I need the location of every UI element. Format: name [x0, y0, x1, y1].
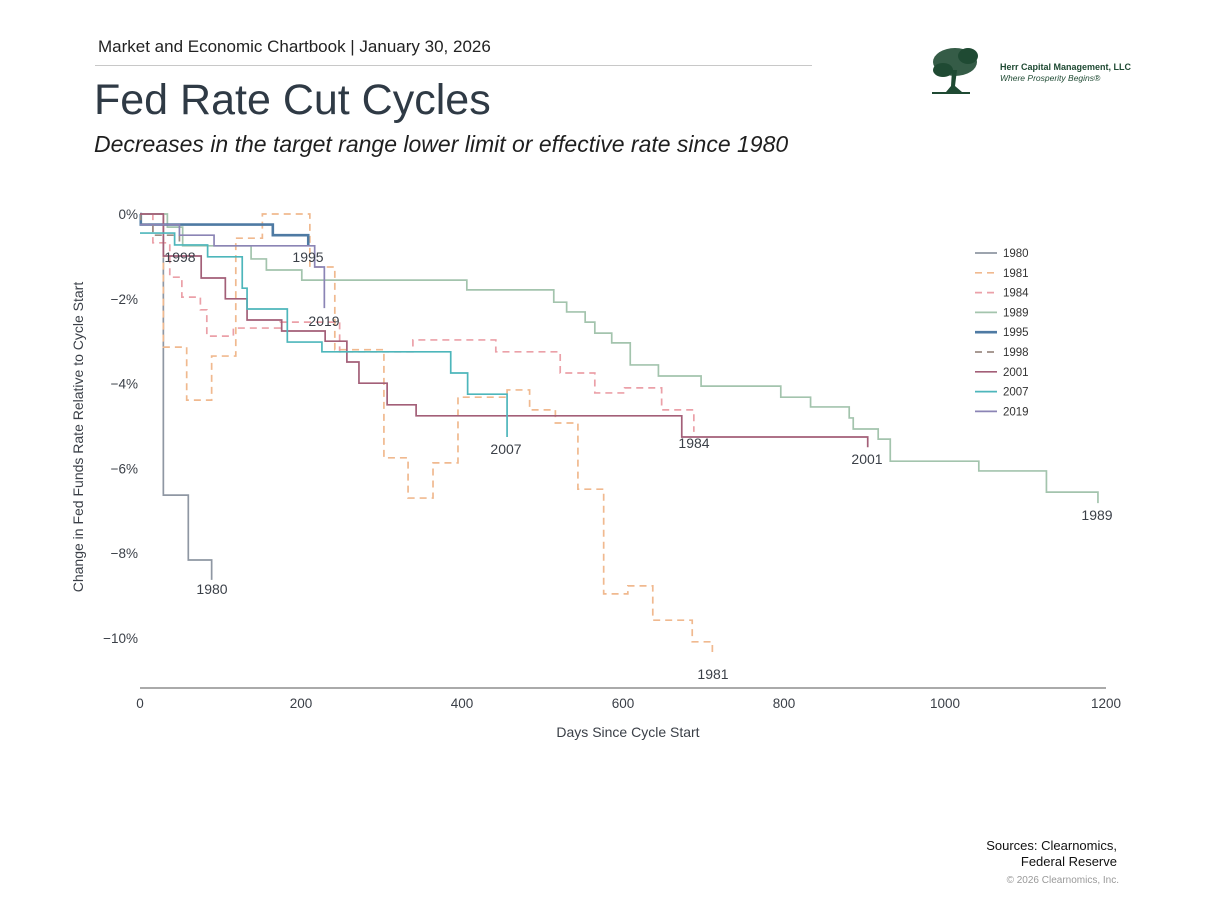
- series-line-2019: [140, 223, 326, 309]
- legend-label: 1984: [1003, 288, 1029, 300]
- legend-item-1989: 1989: [975, 307, 1029, 319]
- chartbook-header: Market and Economic Chartbook | January …: [98, 37, 491, 56]
- series-end-labels: 1980 1981 1984 1989 1995 1998 2001 2007 2019: [164, 249, 1112, 682]
- x-tick-label: 0: [136, 696, 144, 711]
- series-line-1995: [139, 212, 310, 246]
- x-tick-label: 200: [290, 696, 313, 711]
- legend: 1980 1981 1984 1989 1995 1998 2001 2007 2019: [975, 248, 1029, 418]
- header-divider: [95, 65, 812, 66]
- y-axis-label: Change in Fed Funds Rate Relative to Cyc…: [70, 282, 86, 593]
- y-tick-label: −8%: [111, 546, 138, 561]
- y-tick-label: −6%: [111, 461, 138, 476]
- x-ticks: 0 200 400 600 800 1000 1200: [136, 696, 1121, 711]
- x-tick-label: 800: [773, 696, 796, 711]
- x-tick-label: 1200: [1091, 696, 1121, 711]
- series-line-1984: [140, 213, 695, 432]
- legend-item-2019: 2019: [975, 406, 1029, 418]
- legend-label: 1998: [1003, 347, 1029, 359]
- x-tick-label: 1000: [930, 696, 960, 711]
- y-tick-label: −4%: [111, 377, 138, 392]
- legend-label: 2007: [1003, 387, 1029, 399]
- series-line-1989: [140, 213, 1099, 504]
- series-label-1995: 1995: [292, 249, 323, 265]
- x-tick-label: 600: [612, 696, 635, 711]
- series-label-2007: 2007: [490, 441, 521, 457]
- series-label-2001: 2001: [851, 451, 882, 467]
- series-line-2001: [140, 213, 869, 448]
- sources-line-1: Sources: Clearnomics,: [986, 838, 1117, 853]
- page-subtitle: Decreases in the target range lower limi…: [94, 131, 789, 157]
- legend-item-1995: 1995: [975, 327, 1029, 339]
- logo-name: Herr Capital Management, LLC: [1000, 62, 1132, 72]
- legend-label: 2001: [1003, 367, 1029, 379]
- series-label-1984: 1984: [678, 435, 709, 451]
- series-line-1998: [139, 213, 181, 246]
- series-line-1981: [140, 213, 714, 656]
- series-label-1981: 1981: [697, 666, 728, 682]
- y-tick-label: 0%: [118, 207, 138, 222]
- legend-item-2001: 2001: [975, 367, 1029, 379]
- legend-item-1980: 1980: [975, 248, 1029, 260]
- legend-item-1998: 1998: [975, 347, 1029, 359]
- copyright: © 2026 Clearnomics, Inc.: [1006, 875, 1119, 886]
- logo-tagline: Where Prosperity Begins®: [1000, 73, 1101, 83]
- legend-item-1984: 1984: [975, 288, 1029, 300]
- legend-label: 1995: [1003, 327, 1029, 339]
- legend-item-1981: 1981: [975, 268, 1029, 280]
- y-tick-label: −2%: [111, 292, 138, 307]
- y-ticks: 0% −2% −4% −6% −8% −10%: [103, 207, 138, 646]
- legend-item-2007: 2007: [975, 387, 1029, 399]
- y-tick-label: −10%: [103, 631, 138, 646]
- page-title: Fed Rate Cut Cycles: [94, 76, 491, 124]
- series-label-1989: 1989: [1081, 507, 1112, 523]
- x-axis-label: Days Since Cycle Start: [556, 724, 699, 740]
- sources-line-2: Federal Reserve: [1020, 854, 1117, 869]
- series-lines: [139, 212, 1099, 656]
- series-label-1998: 1998: [164, 249, 195, 265]
- series-line-2007: [140, 232, 508, 438]
- legend-label: 2019: [1003, 406, 1029, 418]
- x-tick-label: 400: [451, 696, 474, 711]
- legend-label: 1981: [1003, 268, 1029, 280]
- legend-label: 1989: [1003, 307, 1029, 319]
- series-label-2019: 2019: [308, 313, 339, 329]
- legend-label: 1980: [1003, 248, 1029, 260]
- sources: Sources: Clearnomics, Federal Reserve: [986, 838, 1117, 870]
- series-label-1980: 1980: [196, 581, 227, 597]
